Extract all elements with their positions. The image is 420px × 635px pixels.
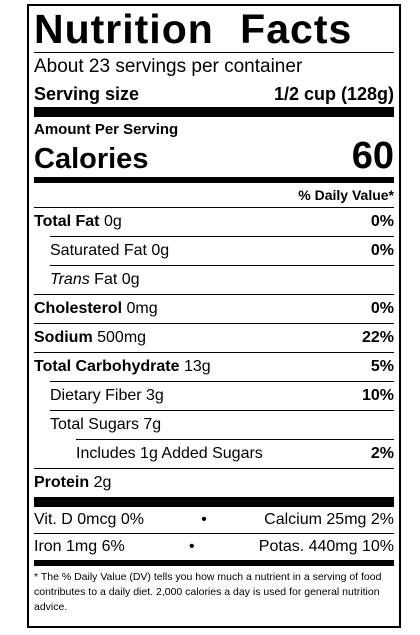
nutrient: Protein 2g: [34, 469, 111, 497]
nutrient-name: Total Carbohydrate: [34, 358, 180, 375]
title: Nutrition Facts: [34, 6, 394, 53]
nutrient-name: Fat: [94, 271, 118, 288]
nutrient-name: Cholesterol: [34, 300, 123, 317]
vitamin-row: Iron 1mg 6% • Potas. 440mg 10%: [34, 533, 394, 560]
nutrition-label: Nutrition Facts About 23 servings per co…: [27, 4, 401, 628]
vitamins: Vit. D 0mcg 0% • Calcium 25mg 2% Iron 1mg 6…: [34, 507, 394, 560]
vitamin: Potas. 440mg 10%: [258, 538, 394, 555]
servings: About 23 servings per container: [34, 56, 303, 77]
nutrient: Total Carbohydrate 13g: [34, 353, 211, 381]
daily-value: 0%: [370, 300, 394, 317]
nutrient: Sodium 500mg: [34, 324, 146, 352]
nutrient-row: Cholesterol 0mg 0%: [34, 294, 394, 323]
nutrient-row: Sodium 500mg 22%: [34, 323, 394, 352]
divider: [34, 497, 394, 507]
nutrient-amount: 0g: [103, 213, 122, 230]
nutrient-name: Includes 1g Added Sugars: [76, 445, 263, 462]
nutrient-amount: 7g: [143, 416, 162, 433]
label: Calories: [34, 143, 149, 175]
nutrient-amount: 500mg: [97, 329, 147, 346]
vitamin: Calcium 25mg 2%: [264, 511, 394, 528]
dv-header: % Daily Value*: [34, 183, 394, 208]
daily-value: 0%: [370, 213, 394, 230]
divider: [34, 560, 394, 566]
separator: •: [201, 511, 207, 528]
footnote: * The % Daily Value (DV) tells you how m…: [34, 571, 382, 613]
nutrient-row: Total Fat 0g 0%: [34, 208, 394, 236]
calories: Calories 60: [34, 135, 394, 177]
nutrient-name: Sodium: [34, 329, 93, 346]
divider: [34, 107, 394, 117]
nutrient-amount: 13g: [183, 358, 211, 375]
vitamin: Vit. D 0mcg 0%: [34, 511, 144, 528]
nutrient-amount: 0mg: [126, 300, 158, 317]
nutrient-row: Trans Fat 0g: [50, 265, 394, 294]
nutrient: Includes 1g Added Sugars: [76, 440, 263, 468]
nutrient-row: Dietary Fiber 3g 10%: [50, 381, 394, 410]
nutrient-row: Total Sugars 7g: [50, 410, 394, 439]
nutrient: Total Fat 0g: [34, 208, 122, 236]
nutrient-amount: 3g: [146, 387, 164, 404]
divider: [34, 177, 394, 183]
daily-value: 22%: [361, 329, 394, 346]
nutrient-amount: 0g: [121, 271, 140, 288]
nutrient: Trans Fat 0g: [50, 266, 140, 294]
nutrient-name: Total Fat: [34, 213, 100, 230]
value: 1/2 cup (128g): [273, 84, 394, 104]
value: 60: [351, 135, 394, 177]
serving-size: Serving size 1/2 cup (128g): [34, 81, 394, 107]
nutrient-name: Trans: [50, 271, 90, 288]
daily-value: 2%: [370, 445, 394, 462]
vitamin: Iron 1mg 6%: [34, 538, 125, 555]
nutrient: Total Sugars 7g: [50, 411, 161, 439]
nutrient: Saturated Fat 0g: [50, 237, 169, 265]
daily-value: 5%: [370, 358, 394, 375]
nutrient-name: Dietary Fiber: [50, 387, 142, 404]
nutrient: Cholesterol 0mg: [34, 295, 158, 323]
nutrient-row: Saturated Fat 0g 0%: [50, 236, 394, 265]
nutrient: Dietary Fiber 3g: [50, 382, 164, 410]
nutrient-row: Total Carbohydrate 13g 5%: [34, 352, 394, 381]
nutrient-name: Saturated Fat: [50, 242, 147, 259]
nutrients: Total Fat 0g 0% Saturated Fat 0g 0% Trans Fa…: [34, 208, 394, 497]
daily-value: 10%: [361, 387, 394, 404]
nutrient-amount: 2g: [93, 474, 112, 491]
nutrient-amount: 0g: [151, 242, 170, 259]
nutrient-name: Protein: [34, 474, 90, 491]
vitamin-row: Vit. D 0mcg 0% • Calcium 25mg 2%: [34, 507, 394, 533]
label: Serving size: [34, 84, 140, 104]
amount-per-serving: Amount Per Serving: [34, 121, 179, 138]
daily-value: 0%: [370, 242, 394, 259]
nutrient-name: Total Sugars: [50, 416, 139, 433]
nutrient-row: Protein 2g: [34, 468, 394, 497]
separator: •: [188, 538, 195, 555]
nutrient-row: Includes 1g Added Sugars 2%: [76, 439, 394, 468]
